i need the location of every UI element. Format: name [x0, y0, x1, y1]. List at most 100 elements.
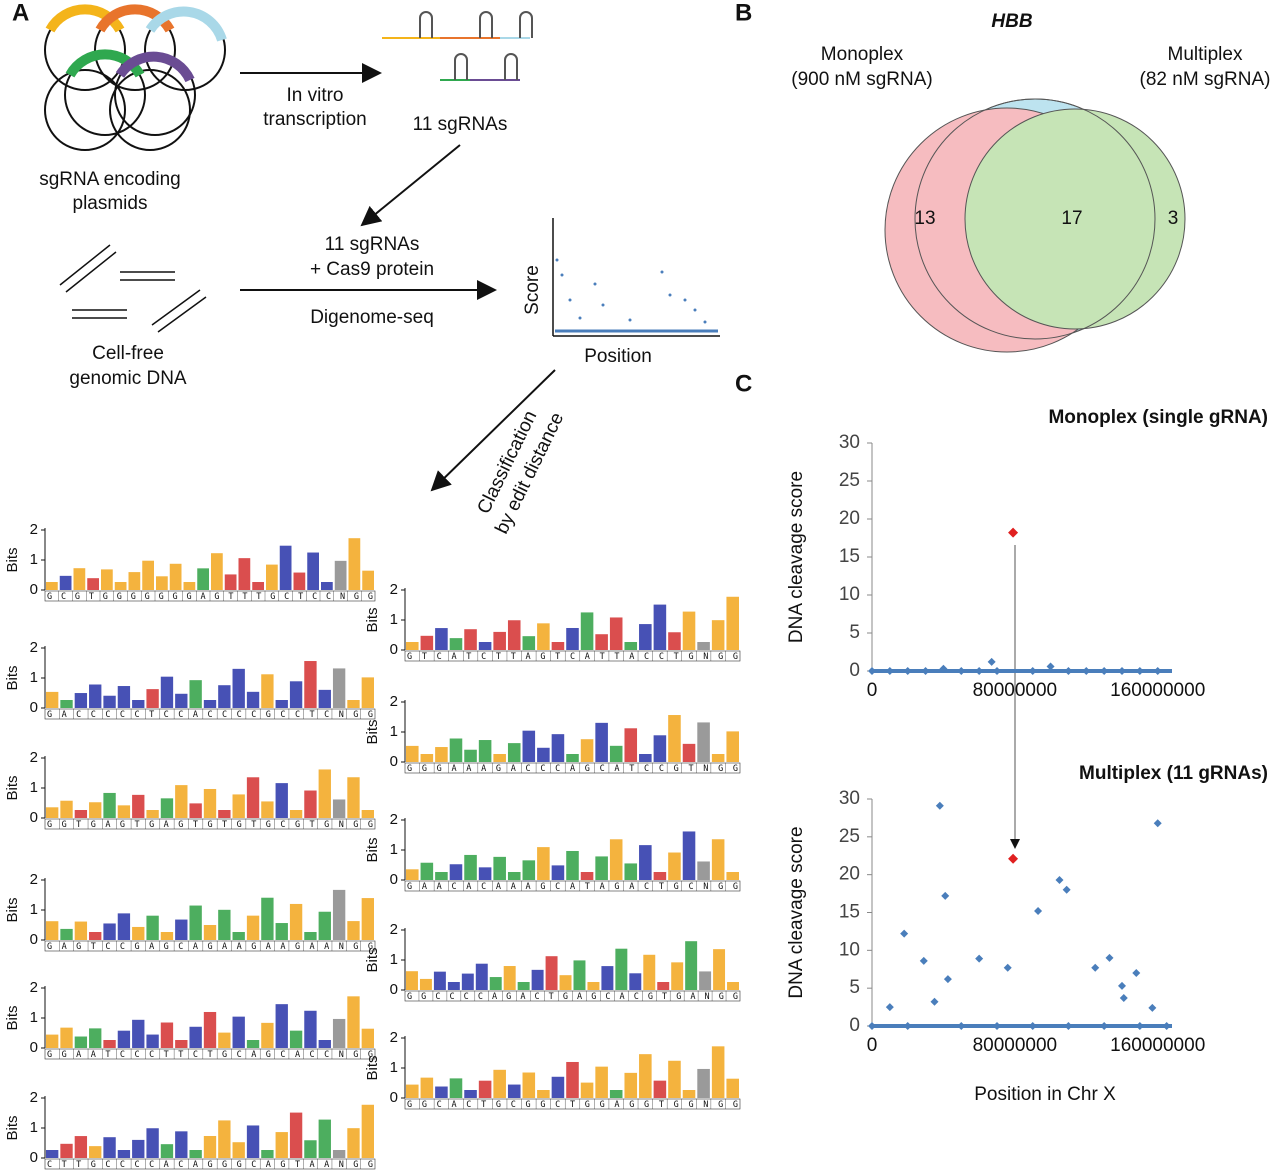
logo-glyph [489, 977, 502, 990]
point [1100, 1022, 1109, 1030]
logo-glyph [639, 1054, 652, 1098]
chart-title: Multiplex (11 gRNAs) [1079, 763, 1268, 784]
logo-glyph [566, 1061, 579, 1098]
logo-glyph [218, 909, 231, 940]
logo-glyph [117, 1030, 131, 1048]
logo-glyph [318, 689, 331, 708]
logo-glyph [232, 668, 245, 708]
sequence-strip [44, 708, 376, 720]
logo-glyph [132, 794, 145, 818]
y-tick-label: 5 [849, 977, 860, 998]
point [1118, 667, 1126, 675]
logo-glyph [361, 1028, 374, 1048]
logo-glyph [279, 545, 292, 590]
panel-label: A [12, 0, 29, 26]
y-tick-label: 20 [839, 864, 860, 885]
point [1135, 667, 1144, 675]
logo-glyph [435, 1086, 448, 1098]
logo-glyph [551, 734, 565, 762]
venn-title: HBB [991, 11, 1032, 32]
logo-glyph [132, 700, 145, 708]
plasmids-label: sgRNA encoding [39, 169, 181, 190]
logo-glyph [321, 582, 333, 590]
y-tick-label: 0 [30, 931, 38, 948]
logo-glyph [464, 1090, 477, 1098]
x-tick-label: 0 [867, 1035, 878, 1056]
point [1162, 1022, 1171, 1030]
logo-glyph [275, 783, 288, 818]
logo-glyph [433, 971, 446, 990]
sequence-strip [404, 650, 741, 662]
logo-glyph [203, 1011, 217, 1048]
logo-glyph [726, 1078, 739, 1098]
y-tick-label: 0 [390, 641, 398, 658]
y-tick-label: 0 [849, 1015, 860, 1036]
logo-glyph [246, 1040, 260, 1048]
logo-glyph [318, 769, 331, 818]
logo-glyph [318, 911, 331, 940]
logo-glyph [699, 971, 712, 990]
logo-glyph [160, 932, 174, 940]
set-label: Multiplex [1168, 44, 1243, 65]
y-tick-label: 2 [30, 979, 38, 996]
logo-glyph [461, 973, 474, 990]
logo-glyph [595, 722, 608, 762]
logo-glyph [103, 923, 116, 940]
point [885, 1003, 894, 1012]
logo-glyph [304, 661, 317, 708]
y-tick-label: 2 [390, 581, 398, 598]
point [941, 891, 950, 900]
logo-glyph [559, 975, 572, 990]
logo-glyph [347, 921, 360, 940]
y-tick-label: 1 [30, 901, 38, 918]
logo-glyph [169, 563, 182, 590]
logo-glyph [668, 852, 681, 880]
y-tick-label: 1 [30, 551, 38, 568]
logo-glyph [653, 872, 667, 880]
logo-glyph [74, 810, 88, 818]
axis-title: Bits [4, 1115, 21, 1140]
axis-title: Bits [4, 547, 21, 572]
y-tick-label: 30 [839, 432, 860, 453]
dna-icon [59, 244, 207, 333]
logo-glyph [522, 636, 536, 650]
logo-glyph [232, 1142, 245, 1158]
logo-glyph [289, 1030, 303, 1048]
logo-glyph [601, 966, 614, 990]
y-tick-label: 0 [390, 871, 398, 888]
y-tick-label: 1 [30, 779, 38, 796]
axis-title: Bits [4, 897, 21, 922]
y-tick-label: 1 [390, 951, 398, 968]
logo-glyph [275, 1132, 288, 1158]
point [993, 667, 1001, 675]
point [1132, 969, 1141, 978]
point [943, 975, 952, 984]
logo-glyph [203, 924, 217, 940]
logo-glyph [493, 1069, 506, 1098]
logo-glyph [218, 810, 231, 818]
sgrna-icon [382, 11, 533, 81]
sequence-strip [44, 940, 376, 952]
logo-glyph [348, 538, 361, 590]
logo-glyph [132, 926, 145, 940]
logo-glyph [682, 831, 696, 880]
logo-glyph [246, 777, 260, 818]
logo-glyph [304, 1140, 317, 1158]
logo-glyph [493, 754, 506, 762]
logo-glyph [261, 1150, 274, 1158]
y-tick-label: 2 [30, 871, 38, 888]
logo-glyph [275, 923, 288, 940]
point [1135, 1022, 1144, 1030]
logo-glyph [307, 552, 319, 590]
logo-glyph [87, 578, 99, 590]
logo-glyph [218, 685, 231, 708]
point [903, 1022, 912, 1030]
logo-glyph [261, 674, 274, 708]
logo-glyph [653, 1080, 667, 1098]
logo-glyph [420, 635, 434, 650]
axis-title: Bits [364, 947, 381, 972]
logo-glyph [478, 1080, 492, 1098]
y-tick-label: 0 [30, 581, 38, 598]
logo-glyph [293, 572, 306, 590]
logo-glyph [551, 865, 565, 880]
